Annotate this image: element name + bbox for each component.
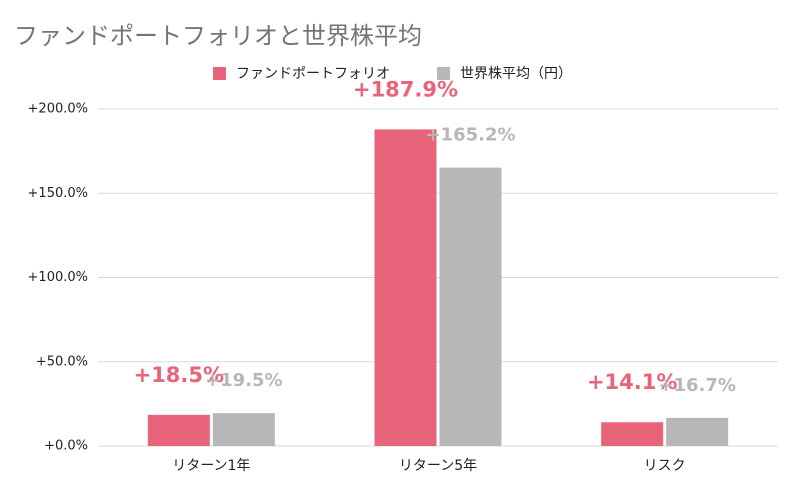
legend-swatch bbox=[437, 67, 450, 80]
value-label: +14.1% bbox=[587, 370, 677, 394]
y-tick-label: +50.0% bbox=[36, 354, 88, 369]
y-tick-label: +0.0% bbox=[44, 439, 88, 454]
bar bbox=[147, 414, 210, 446]
legend-label: ファンドポートフォリオ bbox=[236, 66, 390, 82]
legend-swatch bbox=[213, 67, 226, 80]
value-label: +165.2% bbox=[425, 125, 515, 146]
x-tick-label: リターン5年 bbox=[399, 458, 477, 474]
x-tick-label: リスク bbox=[644, 458, 686, 474]
y-tick-label: +200.0% bbox=[28, 102, 88, 117]
value-label: +187.9% bbox=[353, 77, 458, 101]
value-label: +19.5% bbox=[205, 370, 283, 391]
y-tick-label: +100.0% bbox=[28, 270, 88, 285]
legend-label: 世界株平均（円） bbox=[460, 66, 572, 82]
bar bbox=[666, 417, 729, 446]
bar bbox=[374, 129, 437, 447]
value-label: +16.7% bbox=[658, 375, 736, 396]
y-tick-label: +150.0% bbox=[28, 186, 88, 201]
x-tick-label: リターン1年 bbox=[172, 458, 250, 474]
bar bbox=[212, 413, 275, 446]
bar bbox=[439, 167, 502, 446]
bar bbox=[601, 422, 664, 446]
chart-title: ファンドポートフォリオと世界株平均 bbox=[14, 22, 422, 50]
value-label: +18.5% bbox=[134, 363, 224, 387]
